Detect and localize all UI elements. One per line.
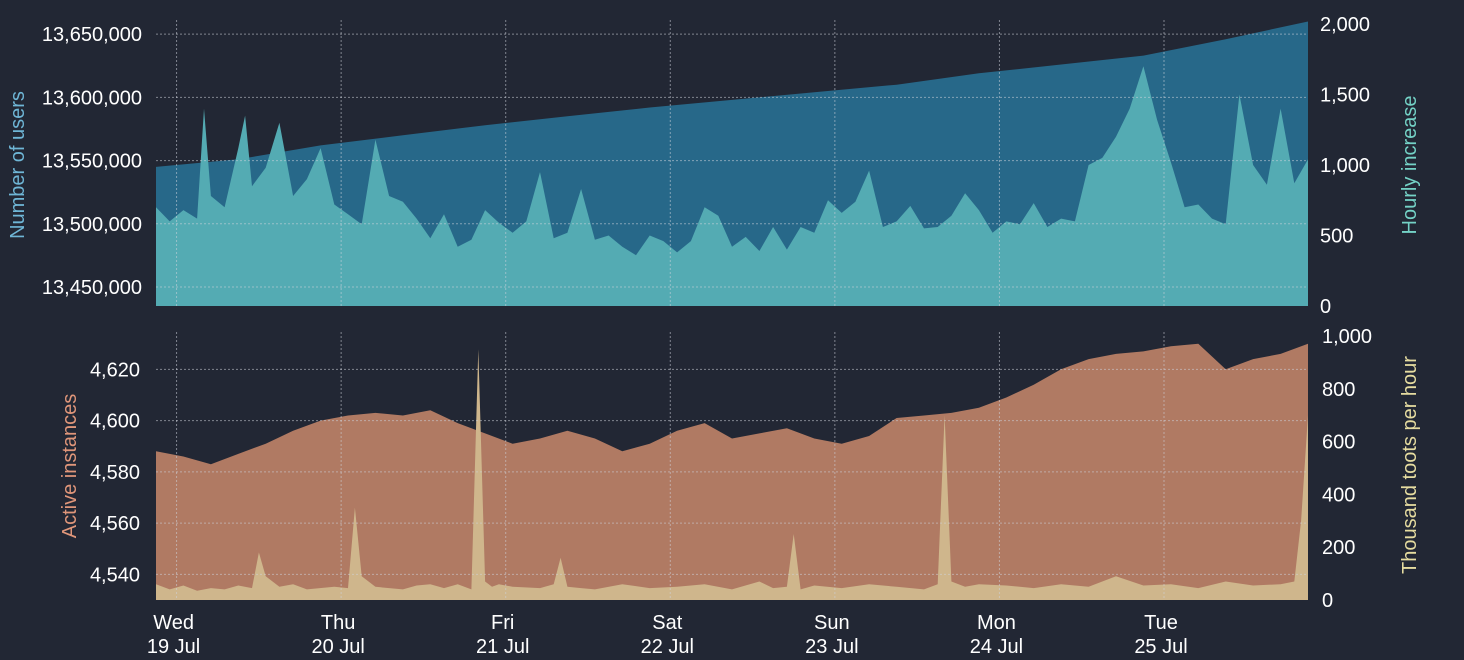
y-right-tick-label: 2,000 <box>1320 14 1370 36</box>
y-right-tick-label: 1,500 <box>1320 85 1370 107</box>
x-tick-day-label: Sun <box>814 612 850 634</box>
y-tick-label: 13,650,000 <box>42 24 142 46</box>
toots-axis-label: Thousand toots per hour <box>1399 356 1421 574</box>
instances-axis-label: Active instances <box>59 394 81 539</box>
y-right-tick-label: 1,000 <box>1322 326 1372 348</box>
users-panel: 13,450,000 13,500,000 13,550,000 13,600,000… <box>42 14 1370 318</box>
x-tick-day-label: Wed <box>153 612 194 634</box>
y-right-tick-label: 200 <box>1322 537 1355 559</box>
y-right-tick-label: 800 <box>1322 379 1355 401</box>
x-tick-day-label: Thu <box>321 612 355 634</box>
y-right-tick-label: 500 <box>1320 226 1353 248</box>
x-tick-date-label: 24 Jul <box>970 636 1023 658</box>
y-tick-label: 13,500,000 <box>42 214 142 236</box>
hourly-increase-axis-label: Hourly increase <box>1399 96 1421 235</box>
y-right-tick-label: 1,000 <box>1320 155 1370 177</box>
x-tick-day-label: Fri <box>491 612 514 634</box>
hourly-increase-area <box>156 66 1308 306</box>
y-tick-label: 4,580 <box>90 462 140 484</box>
x-tick-day-label: Tue <box>1144 612 1178 634</box>
x-tick-date-label: 19 Jul <box>147 636 200 658</box>
instances-panel: 4,540 4,560 4,580 4,600 4,620 0 200 400 600 800 1,… <box>90 326 1372 612</box>
x-tick-day-label: Mon <box>977 612 1016 634</box>
y-tick-label: 4,600 <box>90 411 140 433</box>
x-tick-date-label: 25 Jul <box>1134 636 1187 658</box>
y-tick-label: 4,540 <box>90 564 140 586</box>
x-tick-date-label: 22 Jul <box>641 636 694 658</box>
x-tick-day-label: Sat <box>652 612 682 634</box>
y-right-tick-label: 600 <box>1322 432 1355 454</box>
y-tick-label: 4,620 <box>90 359 140 381</box>
y-right-tick-label: 400 <box>1322 484 1355 506</box>
x-tick-date-label: 20 Jul <box>311 636 364 658</box>
y-tick-label: 13,450,000 <box>42 277 142 299</box>
y-tick-label: 4,560 <box>90 513 140 535</box>
y-right-tick-label: 0 <box>1320 296 1331 318</box>
x-tick-date-label: 21 Jul <box>476 636 529 658</box>
y-tick-label: 13,550,000 <box>42 151 142 173</box>
users-axis-label: Number of users <box>7 91 29 239</box>
y-tick-label: 13,600,000 <box>42 87 142 109</box>
x-tick-date-label: 23 Jul <box>805 636 858 658</box>
y-right-tick-label: 0 <box>1322 590 1333 612</box>
